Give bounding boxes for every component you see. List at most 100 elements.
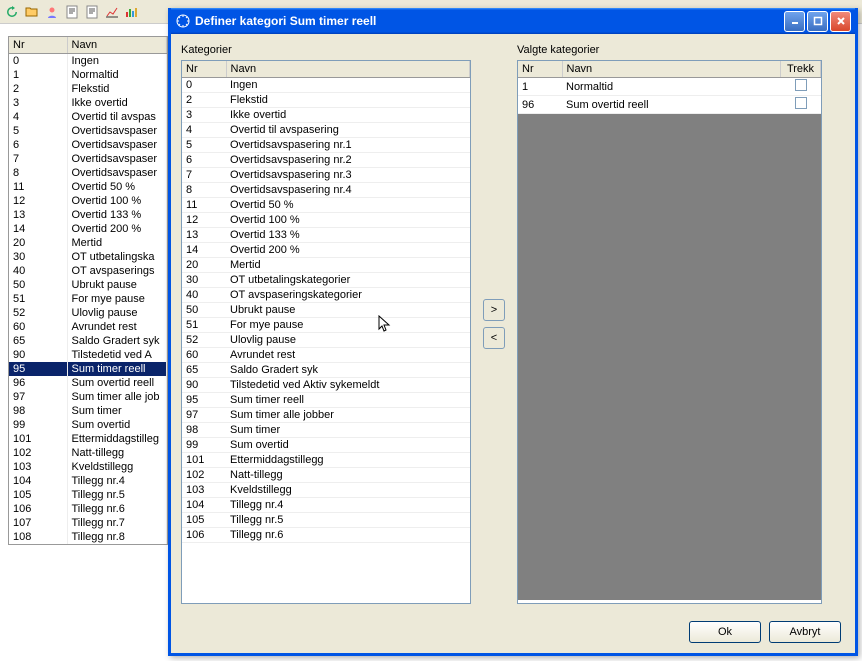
toolbar-bars-icon[interactable] [124, 4, 140, 20]
table-row[interactable]: 96Sum overtid reell [9, 376, 167, 390]
maximize-button[interactable] [807, 11, 828, 32]
list-item[interactable]: 103Kveldstillegg [182, 483, 470, 498]
table-row[interactable]: 30OT utbetalingska [9, 250, 167, 264]
list-item[interactable]: 52Ulovlig pause [182, 333, 470, 348]
list-item[interactable]: 102Natt-tillegg [182, 468, 470, 483]
sel-header-navn[interactable]: Navn [562, 61, 781, 78]
list-item[interactable]: 98Sum timer [182, 423, 470, 438]
table-row[interactable]: 1Normaltid [9, 68, 167, 82]
ok-button[interactable]: Ok [689, 621, 761, 643]
table-row[interactable]: 0Ingen [9, 54, 167, 69]
dialog-sys-icon [175, 13, 191, 29]
table-row[interactable]: 103Kveldstillegg [9, 460, 167, 474]
minimize-button[interactable] [784, 11, 805, 32]
list-item[interactable]: 30OT utbetalingskategorier [182, 273, 470, 288]
list-item[interactable]: 51For mye pause [182, 318, 470, 333]
table-row[interactable]: 95Sum timer reell [9, 362, 167, 376]
table-row[interactable]: 108Tillegg nr.8 [9, 530, 167, 544]
table-row[interactable]: 65Saldo Gradert syk [9, 334, 167, 348]
list-item[interactable]: 95Sum timer reell [182, 393, 470, 408]
cat-header-navn[interactable]: Navn [226, 61, 470, 78]
list-item[interactable]: 97Sum timer alle jobber [182, 408, 470, 423]
sel-header-nr[interactable]: Nr [518, 61, 562, 78]
toolbar-open-icon[interactable] [24, 4, 40, 20]
table-row[interactable]: 105Tillegg nr.5 [9, 488, 167, 502]
list-item[interactable]: 0Ingen [182, 78, 470, 93]
table-row[interactable]: 107Tillegg nr.7 [9, 516, 167, 530]
list-item[interactable]: 1Normaltid [518, 78, 821, 96]
selected-categories-label: Valgte kategorier [517, 44, 822, 56]
table-row[interactable]: 52Ulovlig pause [9, 306, 167, 320]
bg-header-nr[interactable]: Nr [9, 37, 67, 54]
move-left-button[interactable]: < [483, 327, 505, 349]
table-row[interactable]: 2Flekstid [9, 82, 167, 96]
table-row[interactable]: 60Avrundet rest [9, 320, 167, 334]
list-item[interactable]: 101Ettermiddagstillegg [182, 453, 470, 468]
table-row[interactable]: 98Sum timer [9, 404, 167, 418]
sel-header-trekk[interactable]: Trekk [781, 61, 821, 78]
table-row[interactable]: 8Overtidsavspaser [9, 166, 167, 180]
category-main-table: Nr Navn 0Ingen1Normaltid2Flekstid3Ikke o… [8, 36, 168, 545]
close-button[interactable] [830, 11, 851, 32]
list-item[interactable]: 14Overtid 200 % [182, 243, 470, 258]
table-row[interactable]: 20Mertid [9, 236, 167, 250]
table-row[interactable]: 14Overtid 200 % [9, 222, 167, 236]
list-item[interactable]: 2Flekstid [182, 93, 470, 108]
list-item[interactable]: 7Overtidsavspasering nr.3 [182, 168, 470, 183]
selected-categories-listbox[interactable]: Nr Navn Trekk 1Normaltid96Sum overtid re… [517, 60, 822, 604]
list-item[interactable]: 96Sum overtid reell [518, 96, 821, 114]
bg-header-navn[interactable]: Navn [67, 37, 167, 54]
list-item[interactable]: 99Sum overtid [182, 438, 470, 453]
cat-header-nr[interactable]: Nr [182, 61, 226, 78]
table-row[interactable]: 13Overtid 133 % [9, 208, 167, 222]
list-item[interactable]: 13Overtid 133 % [182, 228, 470, 243]
table-row[interactable]: 4Overtid til avspas [9, 110, 167, 124]
table-row[interactable]: 6Overtidsavspaser [9, 138, 167, 152]
toolbar-refresh-icon[interactable] [4, 4, 20, 20]
table-row[interactable]: 104Tillegg nr.4 [9, 474, 167, 488]
list-item[interactable]: 5Overtidsavspasering nr.1 [182, 138, 470, 153]
list-item[interactable]: 8Overtidsavspasering nr.4 [182, 183, 470, 198]
list-item[interactable]: 6Overtidsavspasering nr.2 [182, 153, 470, 168]
table-row[interactable]: 90Tilstedetid ved A [9, 348, 167, 362]
list-item[interactable]: 105Tillegg nr.5 [182, 513, 470, 528]
list-item[interactable]: 4Overtid til avspasering [182, 123, 470, 138]
table-row[interactable]: 40OT avspaserings [9, 264, 167, 278]
toolbar-note2-icon[interactable] [84, 4, 100, 20]
table-row[interactable]: 50Ubrukt pause [9, 278, 167, 292]
toolbar-chart-icon[interactable] [104, 4, 120, 20]
list-item[interactable]: 65Saldo Gradert syk [182, 363, 470, 378]
define-category-dialog: Definer kategori Sum timer reell Kategor… [168, 8, 858, 656]
table-row[interactable]: 99Sum overtid [9, 418, 167, 432]
list-item[interactable]: 106Tillegg nr.6 [182, 528, 470, 543]
table-row[interactable]: 5Overtidsavspaser [9, 124, 167, 138]
list-item[interactable]: 50Ubrukt pause [182, 303, 470, 318]
table-row[interactable]: 97Sum timer alle job [9, 390, 167, 404]
list-item[interactable]: 104Tillegg nr.4 [182, 498, 470, 513]
table-row[interactable]: 51For mye pause [9, 292, 167, 306]
list-item[interactable]: 3Ikke overtid [182, 108, 470, 123]
table-row[interactable]: 11Overtid 50 % [9, 180, 167, 194]
table-row[interactable]: 102Natt-tillegg [9, 446, 167, 460]
cancel-button[interactable]: Avbryt [769, 621, 841, 643]
table-row[interactable]: 106Tillegg nr.6 [9, 502, 167, 516]
dialog-title: Definer kategori Sum timer reell [195, 14, 376, 28]
list-item[interactable]: 60Avrundet rest [182, 348, 470, 363]
table-row[interactable]: 101Ettermiddagstilleg [9, 432, 167, 446]
dialog-titlebar: Definer kategori Sum timer reell [171, 8, 855, 34]
table-row[interactable]: 3Ikke overtid [9, 96, 167, 110]
list-item[interactable]: 11Overtid 50 % [182, 198, 470, 213]
list-item[interactable]: 40OT avspaseringskategorier [182, 288, 470, 303]
trekk-checkbox[interactable] [795, 79, 807, 91]
list-item[interactable]: 20Mertid [182, 258, 470, 273]
trekk-checkbox[interactable] [795, 97, 807, 109]
toolbar-note1-icon[interactable] [64, 4, 80, 20]
move-right-button[interactable]: > [483, 299, 505, 321]
list-item[interactable]: 90Tilstedetid ved Aktiv sykemeldt [182, 378, 470, 393]
list-item[interactable]: 12Overtid 100 % [182, 213, 470, 228]
table-row[interactable]: 7Overtidsavspaser [9, 152, 167, 166]
categories-listbox[interactable]: Nr Navn 0Ingen2Flekstid3Ikke overtid4Ove… [181, 60, 471, 604]
categories-label: Kategorier [181, 44, 471, 56]
toolbar-user-icon[interactable] [44, 4, 60, 20]
table-row[interactable]: 12Overtid 100 % [9, 194, 167, 208]
